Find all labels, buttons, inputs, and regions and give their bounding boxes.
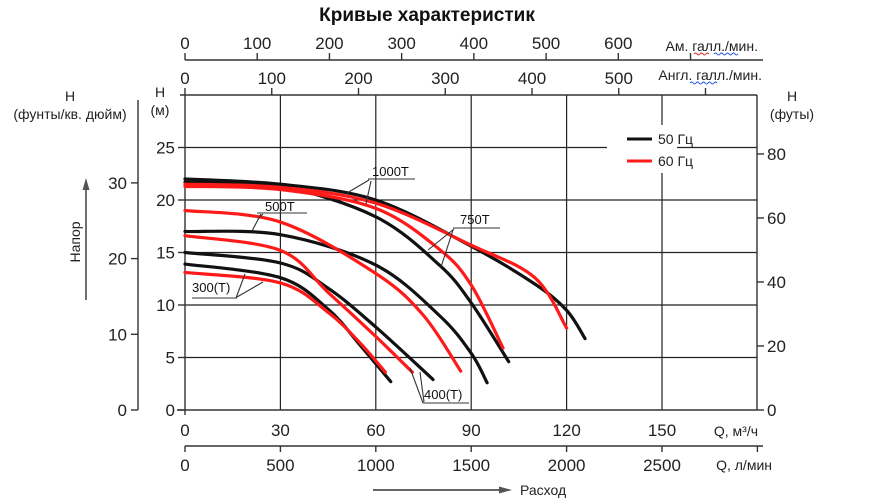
legend: 50 Гц 60 Гц bbox=[607, 125, 693, 173]
uk-gpm-tick-label: 0 bbox=[180, 69, 189, 88]
q-lpm-tick-label: 0 bbox=[180, 456, 189, 475]
psi-axis-unit: (фунты/кв. дюйм) bbox=[13, 106, 126, 122]
uk-gpm-tick-label: 100 bbox=[258, 69, 286, 88]
feet-tick-label: 20 bbox=[767, 337, 786, 356]
annotation-leader bbox=[192, 273, 264, 299]
q-m3h-tick-label: 0 bbox=[180, 421, 189, 440]
q-m3h-tick-label: 60 bbox=[366, 421, 385, 440]
chart-title: Кривые характеристик bbox=[319, 5, 535, 26]
us-gpm-tick-label: 400 bbox=[460, 34, 488, 53]
legend-label-60hz: 60 Гц bbox=[658, 153, 693, 169]
q-m3h-tick-label: 30 bbox=[271, 421, 290, 440]
annotation-label: 300(T) bbox=[192, 280, 230, 295]
annotation-label: 500T bbox=[265, 199, 295, 214]
annotation-leader bbox=[346, 178, 415, 205]
meter-tick-label: 15 bbox=[156, 244, 175, 263]
meter-axis-title: H bbox=[155, 84, 165, 100]
us-gpm-tick-label: 300 bbox=[387, 34, 415, 53]
psi-tick-label: 30 bbox=[108, 174, 127, 193]
head-arrow-icon bbox=[82, 178, 90, 190]
feet-axis-unit: (футы) bbox=[770, 106, 814, 122]
curve-750t-60hz bbox=[183, 184, 505, 350]
q-lpm-tick-label: 1500 bbox=[452, 456, 490, 475]
us-gpm-axis-label: Ам. галл./мин. bbox=[665, 38, 758, 54]
us-gpm-tick-label: 200 bbox=[315, 34, 343, 53]
curve-750t-50hz bbox=[183, 180, 511, 364]
annotation-leader bbox=[409, 367, 469, 404]
annotation-1000t: 1000T bbox=[346, 164, 415, 205]
uk-gpm-axis-label: Англ. галл./мин. bbox=[658, 67, 762, 83]
psi-tick-label: 20 bbox=[108, 250, 127, 269]
flow-arrow-icon bbox=[499, 486, 512, 494]
feet-axis-title: H bbox=[787, 88, 797, 104]
annotation-400t: 400(T) bbox=[409, 367, 469, 404]
spellcheck-underline bbox=[693, 52, 710, 56]
q-lpm-tick-label: 2500 bbox=[643, 456, 681, 475]
us-gpm-tick-label: 100 bbox=[243, 34, 271, 53]
curve-500t-50hz bbox=[183, 229, 489, 385]
curve-400t-50hz bbox=[183, 250, 435, 382]
feet-tick-label: 80 bbox=[767, 145, 786, 164]
annotation-300t: 300(T) bbox=[192, 273, 264, 299]
curve-400t-60hz bbox=[183, 234, 414, 374]
uk-gpm-tick-label: 500 bbox=[605, 69, 633, 88]
uk-gpm-tick-label: 200 bbox=[344, 69, 372, 88]
curve-1000t-60hz bbox=[183, 182, 569, 330]
meter-tick-label: 25 bbox=[156, 139, 175, 158]
spellcheck-underline bbox=[713, 52, 739, 56]
meter-axis-unit: (м) bbox=[151, 102, 170, 118]
curve-300t-50hz bbox=[183, 262, 393, 384]
spellcheck-underline bbox=[689, 81, 718, 85]
meter-tick-label: 20 bbox=[156, 191, 175, 210]
meter-tick-label: 10 bbox=[156, 296, 175, 315]
annotation-leader bbox=[251, 212, 307, 232]
q-lpm-tick-label: 1000 bbox=[357, 456, 395, 475]
q-m3h-tick-label: 90 bbox=[462, 421, 481, 440]
annotation-label: 750T bbox=[460, 212, 490, 227]
head-label: Напор bbox=[67, 221, 83, 262]
legend-label-50hz: 50 Гц bbox=[658, 131, 693, 147]
flow-label: Расход bbox=[520, 482, 566, 498]
annotation-label: 400(T) bbox=[424, 387, 462, 402]
curve-500t-60hz bbox=[183, 208, 463, 373]
uk-gpm-tick-label: 300 bbox=[431, 69, 459, 88]
annotation-leader bbox=[427, 227, 500, 268]
annotation-750t: 750T bbox=[427, 212, 500, 268]
meter-tick-label: 5 bbox=[166, 349, 175, 368]
meter-tick-label: 0 bbox=[166, 401, 175, 420]
uk-gpm-tick-label: 400 bbox=[518, 69, 546, 88]
us-gpm-tick-label: 500 bbox=[532, 34, 560, 53]
us-gpm-tick-label: 0 bbox=[180, 34, 189, 53]
curves bbox=[183, 177, 587, 385]
q-m3h-axis-label: Q, м³/ч bbox=[714, 423, 758, 439]
psi-axis-title: H bbox=[65, 88, 75, 104]
psi-tick-label: 0 bbox=[118, 401, 127, 420]
feet-tick-label: 60 bbox=[767, 209, 786, 228]
feet-tick-label: 40 bbox=[767, 273, 786, 292]
annotation-label: 1000T bbox=[372, 164, 409, 179]
q-lpm-tick-label: 500 bbox=[266, 456, 294, 475]
feet-tick-label: 0 bbox=[767, 401, 776, 420]
annotation-500t: 500T bbox=[251, 199, 307, 232]
psi-tick-label: 10 bbox=[108, 325, 127, 344]
q-lpm-tick-label: 2000 bbox=[548, 456, 586, 475]
q-lpm-axis-label: Q, л/мин bbox=[716, 457, 772, 473]
us-gpm-tick-label: 600 bbox=[604, 34, 632, 53]
q-m3h-tick-label: 120 bbox=[552, 421, 580, 440]
curve-300t-60hz bbox=[183, 270, 387, 374]
q-m3h-tick-label: 150 bbox=[648, 421, 676, 440]
legend-background bbox=[607, 125, 677, 173]
